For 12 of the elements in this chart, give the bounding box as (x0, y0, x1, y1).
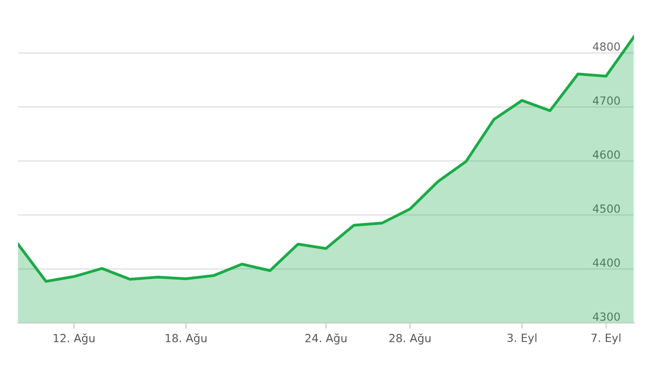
y-tick-label: 4400 (592, 258, 620, 267)
x-tick-label: 7. Eyl (592, 333, 620, 344)
y-tick-label: 4600 (592, 150, 620, 159)
x-tick-label: 18. Ağu (166, 333, 206, 344)
x-tick-label: 24. Ağu (305, 333, 346, 344)
y-tick-label: 4300 (592, 312, 620, 321)
y-tick-label: 4800 (592, 42, 620, 51)
y-tick-label: 4500 (592, 204, 620, 213)
x-tick-label: 12. Ağu (54, 333, 94, 344)
x-tick-label: 28. Ağu (389, 333, 430, 344)
x-tick-label: 3. Eyl (507, 333, 536, 344)
y-tick-label: 4700 (592, 96, 620, 105)
